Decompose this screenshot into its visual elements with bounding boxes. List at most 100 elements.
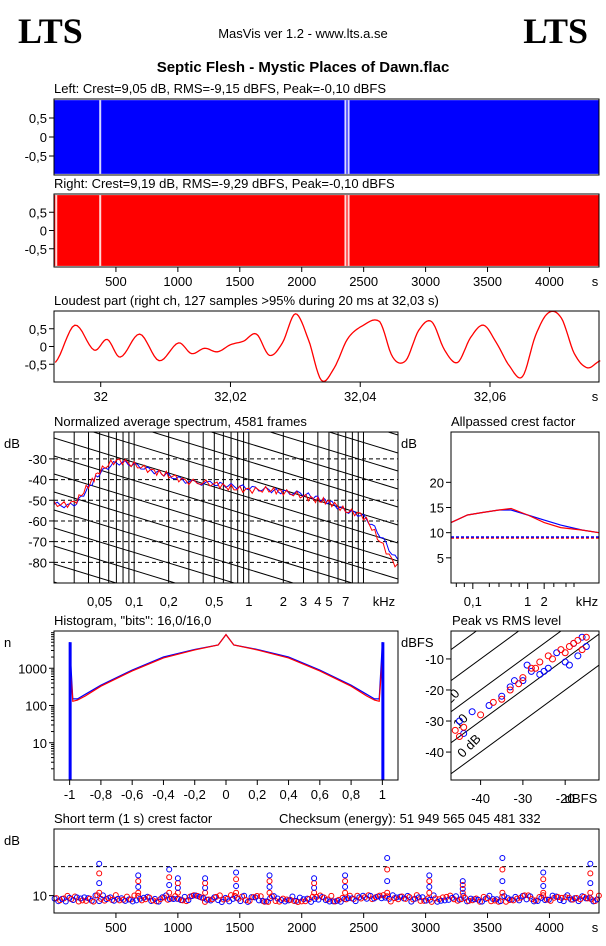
spectrum-slope-line [54,455,398,562]
peak-rms-ytick-label: -40 [425,745,444,760]
peak-rms-right-point [477,711,485,719]
short-term-left-point [185,897,192,904]
short-term-spike-point [342,883,349,890]
short-term-spike-point [266,889,273,896]
spectrum-right-line [53,458,399,568]
loudest-part-line [54,310,601,382]
peak-rms-right-point [574,636,582,644]
loudest-part-xtick-label: 32,02 [214,389,247,404]
spectrum-slope-line [209,432,398,490]
short-term-right-point [428,898,435,905]
peak-rms-right-point [544,652,552,660]
peak-rms-diagonal-label: 30 [433,661,454,682]
right-channel-xtick-label: 4000 [535,274,564,289]
spectrum-xtick-label: 5 [325,594,332,609]
right-channel-xunit-label: s [592,274,599,289]
loudest-part-ytick-label: 0 [40,340,47,355]
short-term-right-point [216,892,223,899]
spectrum-slope-line [268,432,398,472]
short-term-spike-point [96,870,103,877]
histogram-right-line [68,633,383,780]
spectrum-ylabel: dB [4,436,20,451]
right-channel-title: Right: Crest=9,19 dB, RMS=-9,29 dBFS, Pe… [54,176,395,191]
short-term-spike-point [202,889,209,896]
peak-rms-diagonal-label: 20 [442,686,463,707]
short-term-spike-point [459,878,466,885]
loudest-part-ytick-label: -0,5 [25,357,47,372]
short-term-xunit-label: s [592,920,599,935]
short-term-left-point [449,894,456,901]
allpass-xtick-label: 1 [524,594,531,609]
short-term-xtick-label: 2000 [287,920,316,935]
short-term-right-point [328,892,335,899]
left-channel-waveform-gap [99,100,102,174]
short-term-spike-point [342,872,349,879]
histogram-xtick-label: 0,4 [280,787,298,802]
short-term-right-point [476,898,483,905]
peak-rms-right-point [565,643,573,651]
spectrum-xtick-label: 2 [280,594,287,609]
peak-rms-diagonal [451,664,599,775]
short-term-left-point [393,894,400,901]
short-term-spike-point [135,872,142,879]
short-term-title: Short term (1 s) crest factor [54,811,213,826]
spectrum-slope-line [327,432,398,454]
peak-rms-right-point [561,649,569,657]
peak-rms-ytick-label: -10 [425,652,444,667]
right-channel-xtick-label: 2000 [287,274,316,289]
short-term-spike-point [499,854,506,861]
short-term-spike-point [540,882,547,889]
spectrum-slope-line [54,545,177,583]
peak-rms-left-point [574,652,582,660]
short-term-spike-point [135,889,142,896]
histogram-xtick-label: 0,8 [342,787,360,802]
short-term-spike-point [459,885,466,892]
short-term-spike-point [384,889,391,896]
peak-rms-diagonal-label: 0 dB [454,731,484,761]
short-term-spike-point [426,889,433,896]
short-term-right-point [543,896,550,903]
peak-rms-left-point [485,702,493,709]
short-term-left-point [504,895,511,902]
loudest-part-frame [53,310,600,383]
short-term-left-point [129,898,136,905]
spectrum-slope-line [54,473,398,580]
short-term-left-point [77,895,84,902]
loudest-part-xtick-label: 32,06 [474,389,507,404]
short-term-xtick-label: 500 [105,920,127,935]
short-term-right-point [291,898,298,905]
allpass-ytick-label: 10 [430,526,444,541]
peak-rms-right-point [582,633,590,641]
spectrum-xtick-label: 3 [300,594,307,609]
peak-rms-right-point [557,646,565,654]
short-term-spike-point [384,854,391,861]
right-channel-xtick-label: 3500 [473,274,502,289]
right-channel-xtick-label: 3000 [411,274,440,289]
histogram-xtick-label: 1 [379,787,386,802]
short-term-spike-point [499,866,506,873]
allpass-ylabel: dB [401,436,417,451]
short-term-spike-point [233,889,240,896]
right-channel-xtick-label: 500 [105,274,127,289]
right-channel-ytick-label: -0,5 [25,242,47,257]
spectrum-ytick-label: -30 [28,452,47,467]
histogram-xtick-label: -0,4 [152,787,174,802]
left-channel-ytick-label: 0,5 [29,111,47,126]
short-term-right-point [90,898,97,905]
spectrum-slope-line [54,527,236,583]
short-term-spike-point [233,876,240,883]
peak-rms-left-point [582,643,590,651]
spectrum-xunit-label: kHz [373,594,395,609]
short-term-xtick-label: 3500 [473,920,502,935]
histogram-xtick-label: -0,8 [90,787,112,802]
short-term-spike-point [166,882,173,888]
short-term-spike-point [459,889,466,896]
short-term-ylabel: dB [4,833,20,848]
histogram-ytick-label: 10 [33,736,47,751]
spectrum-slope-line [54,276,398,381]
histogram-ytick-label: 1000 [18,661,47,676]
peak-rms-right-point [455,733,463,741]
short-term-spike-point [266,872,273,879]
